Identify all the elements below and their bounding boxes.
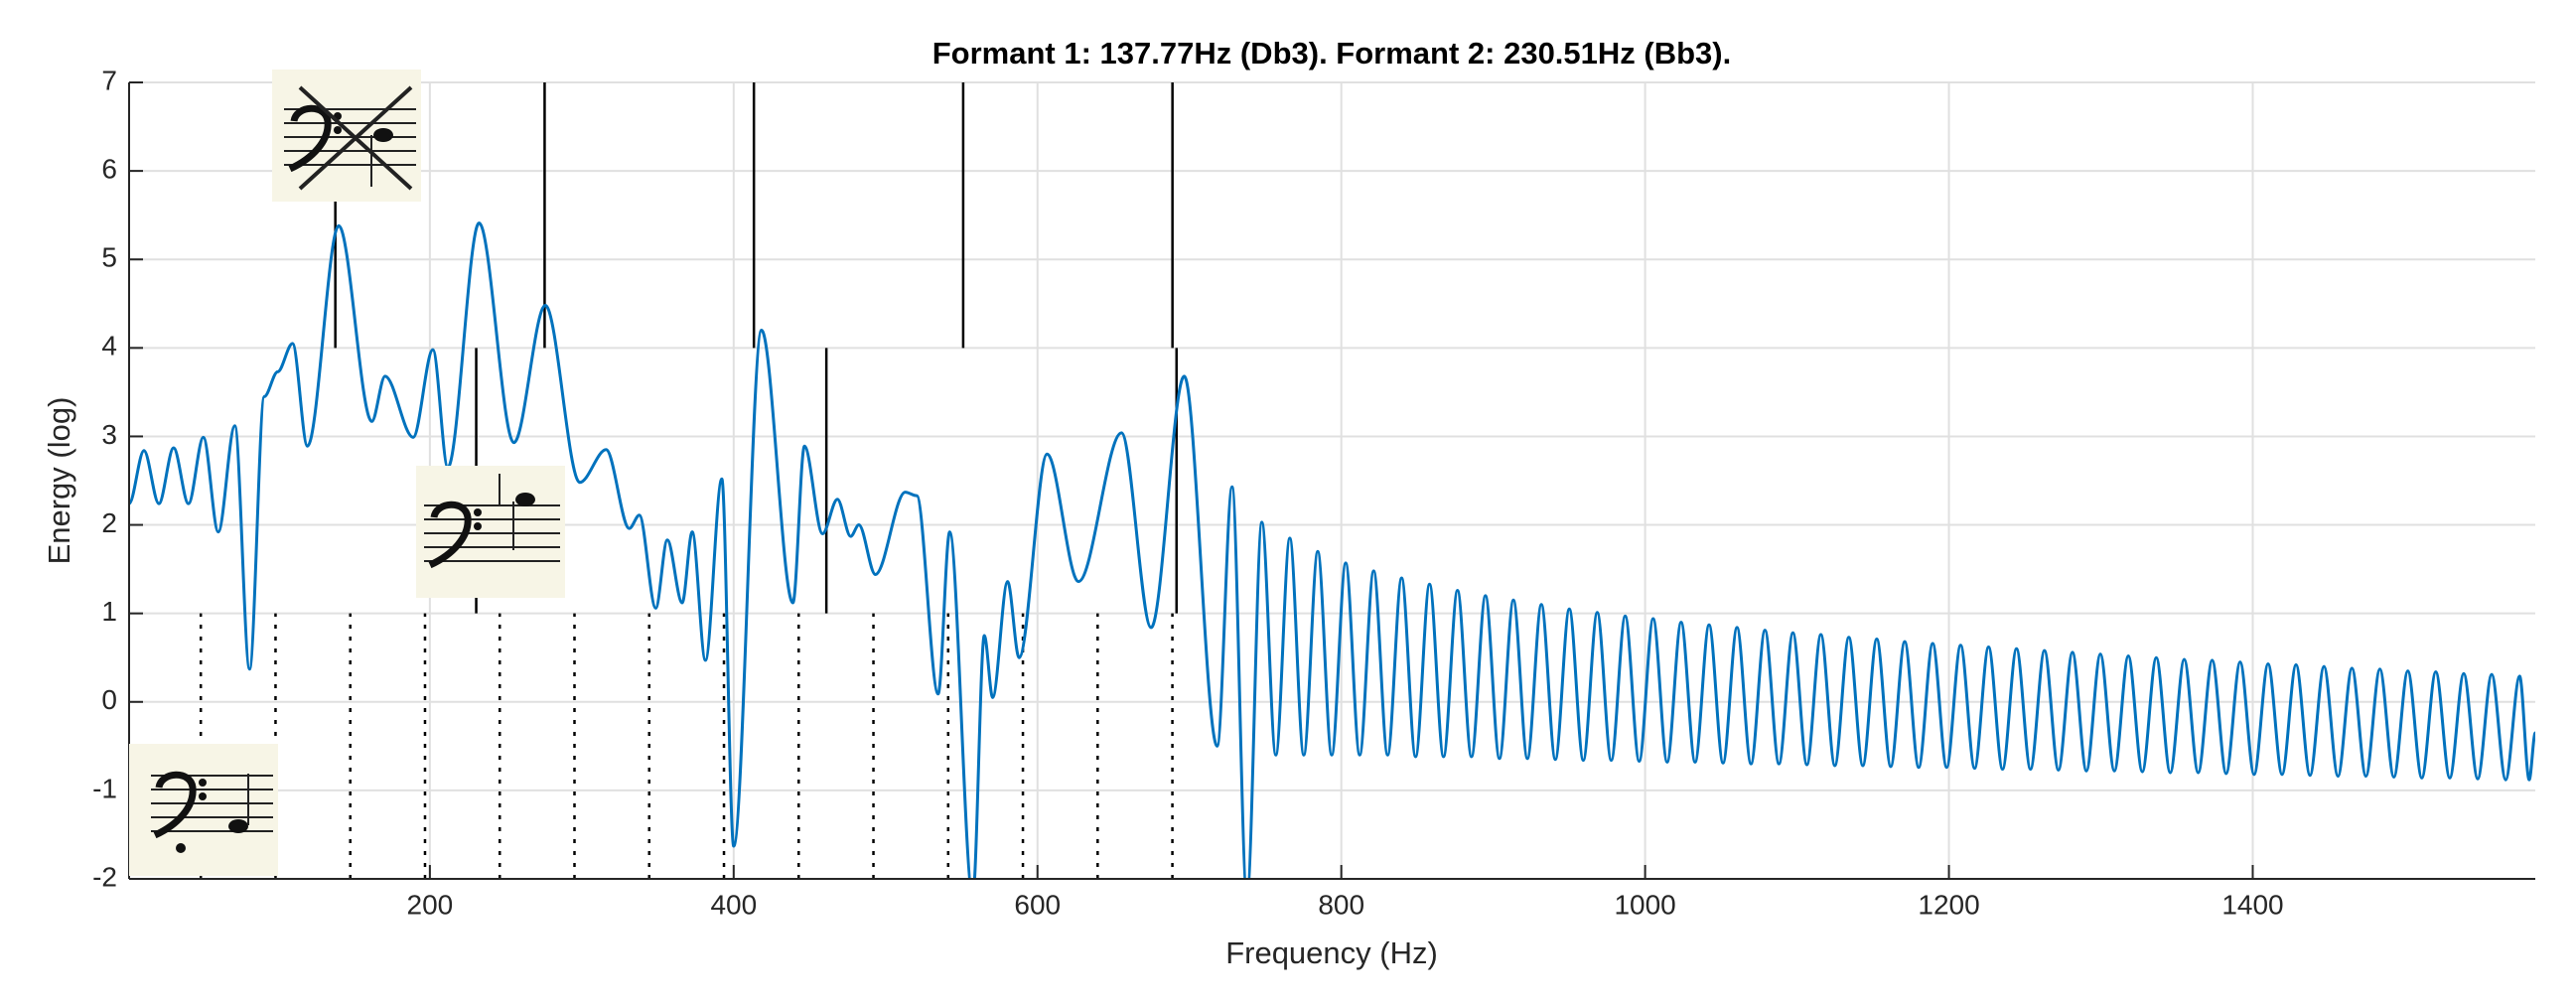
- y-tick-label: 0: [101, 684, 117, 715]
- note-image: [272, 70, 421, 202]
- x-tick-label: 200: [407, 889, 454, 920]
- y-tick-label: 6: [101, 154, 117, 185]
- chart-title: Formant 1: 137.77Hz (Db3). Formant 2: 23…: [932, 36, 1731, 71]
- grid: [129, 81, 2535, 880]
- y-tick-label: 7: [101, 65, 117, 95]
- x-tick-label: 600: [1014, 889, 1061, 920]
- y-tick-label: 3: [101, 419, 117, 450]
- y-tick-label: 1: [101, 596, 117, 627]
- note-image: [129, 744, 278, 876]
- x-tick-label: 1000: [1614, 889, 1675, 920]
- y-tick-label: -2: [92, 861, 117, 892]
- x-axis-label: Frequency (Hz): [1225, 935, 1438, 970]
- plot-area: [129, 221, 2535, 879]
- x-tick-label: 1400: [2221, 889, 2283, 920]
- y-axis-label: Energy (log): [42, 397, 76, 565]
- x-tick-label: 800: [1318, 889, 1364, 920]
- y-tick-label: 4: [101, 331, 117, 361]
- x-tick-label: 400: [710, 889, 757, 920]
- y-tick-label: 2: [101, 507, 117, 538]
- data-line: [129, 221, 2535, 879]
- y-tick-label: 5: [101, 242, 117, 273]
- note-image: [416, 466, 565, 598]
- x-tick-label: 1200: [1918, 889, 1979, 920]
- reference-lines: [199, 82, 1179, 879]
- y-tick-label: -1: [92, 773, 117, 803]
